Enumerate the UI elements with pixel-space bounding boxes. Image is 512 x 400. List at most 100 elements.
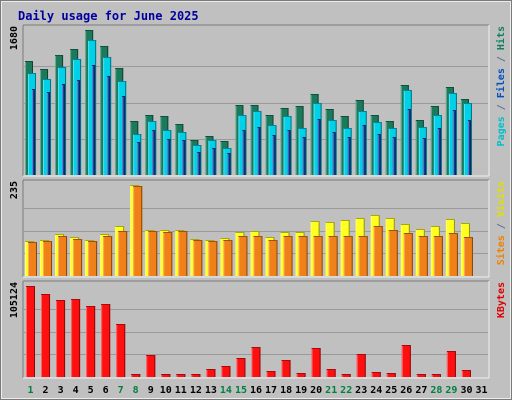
x-tick-label-day-27: 27: [415, 385, 427, 396]
bar-sites-day-17: [268, 240, 278, 276]
bar-kbytes-day-22: [341, 374, 351, 377]
legend-entry: Sites: [495, 235, 507, 265]
panel-hits-files-pages: 1680 Pages / Files / Hits: [9, 24, 507, 177]
bar-sites-day-20: [313, 236, 323, 276]
series-pages: [32, 65, 471, 175]
bar-kbytes-day-18: [281, 360, 291, 377]
bar-pages-day-3: [62, 84, 66, 175]
bar-pages-day-24: [377, 134, 381, 175]
legend-entry: Visits: [495, 181, 507, 217]
bar-sites-day-6: [103, 236, 113, 276]
bar-kbytes-day-7: [116, 324, 126, 377]
bar-sites-day-29: [448, 233, 458, 276]
x-tick-label-day-8: 8: [133, 385, 139, 396]
x-tick-label-day-4: 4: [73, 385, 79, 396]
bar-sites-day-30: [463, 237, 473, 276]
bar-sites-day-13: [208, 241, 218, 276]
panel-visits-sites: 235 Sites / Visits: [9, 179, 507, 278]
bar-pages-day-12: [197, 152, 201, 175]
x-axis-labels: 1 2 3 4 5 6 7 8 9 10 11 12 13 14 15 16 17 18 19 20 21 22 23 24 2…: [27, 385, 487, 396]
x-tick-label-day-20: 20: [310, 385, 322, 396]
x-tick-label-day-31: 31: [475, 385, 487, 396]
bar-kbytes-day-2: [41, 294, 51, 377]
series-sites: [28, 186, 473, 276]
bar-kbytes-day-21: [326, 369, 336, 377]
panel-legend: Pages / Files / Hits: [495, 26, 507, 146]
bar-sites-day-2: [43, 241, 53, 276]
chart-panels: 1680 Pages / Files / Hits 235 Sites / Visit…: [9, 24, 507, 379]
bar-pages-day-2: [47, 92, 51, 175]
bar-sites-day-15: [238, 236, 248, 276]
x-tick-label-day-14: 14: [220, 385, 232, 396]
legend-entry: Hits: [495, 26, 507, 50]
bar-kbytes-day-29: [446, 351, 456, 377]
series-kbytes: [26, 286, 471, 377]
legend-entry: /: [496, 217, 507, 235]
bar-pages-day-18: [287, 130, 291, 175]
x-tick-label-day-28: 28: [430, 385, 442, 396]
bar-sites-day-8: [133, 186, 143, 276]
bar-kbytes-day-20: [311, 348, 321, 377]
bar-kbytes-day-11: [176, 374, 186, 377]
bar-kbytes-day-25: [386, 373, 396, 377]
bar-pages-day-4: [77, 80, 81, 175]
x-tick-label-day-11: 11: [175, 385, 187, 396]
bar-pages-day-6: [107, 76, 111, 175]
bar-sites-day-25: [388, 230, 398, 276]
bar-kbytes-day-17: [266, 371, 276, 377]
bar-sites-day-11: [178, 231, 188, 276]
bar-sites-day-23: [358, 236, 368, 276]
bar-pages-day-26: [407, 109, 411, 175]
y-axis-max-label: 1680: [9, 26, 20, 50]
panel-legend: Sites / Visits: [495, 181, 507, 265]
bar-pages-day-19: [302, 137, 306, 175]
bar-kbytes-day-30: [461, 370, 471, 377]
bar-kbytes-day-1: [26, 286, 35, 377]
bar-kbytes-day-9: [146, 355, 156, 377]
bar-sites-day-27: [418, 236, 428, 276]
legend-entry: Pages: [496, 116, 507, 146]
x-tick-label-day-23: 23: [355, 385, 367, 396]
bar-sites-day-19: [298, 236, 308, 276]
bar-pages-day-7: [122, 96, 126, 175]
bar-sites-day-26: [403, 233, 413, 276]
bar-kbytes-day-26: [401, 345, 411, 377]
bar-sites-day-12: [193, 240, 203, 276]
chart-title: Daily usage for June 2025: [18, 9, 199, 23]
bar-sites-day-7: [118, 231, 128, 276]
x-tick-label-day-15: 15: [235, 385, 247, 396]
bar-pages-day-17: [272, 135, 276, 175]
bar-pages-day-14: [227, 153, 231, 175]
x-tick-label-day-26: 26: [400, 385, 412, 396]
bar-pages-day-5: [92, 65, 96, 175]
bar-kbytes-day-15: [236, 358, 246, 377]
bar-pages-day-15: [242, 130, 246, 175]
bar-pages-day-13: [212, 148, 216, 175]
bar-pages-day-27: [422, 138, 426, 175]
bar-kbytes-day-28: [431, 374, 441, 377]
x-tick-label-day-9: 9: [148, 385, 154, 396]
bar-kbytes-day-23: [356, 354, 366, 377]
x-tick-label-day-21: 21: [325, 385, 337, 396]
x-tick-label-day-17: 17: [265, 385, 277, 396]
y-axis-max-label: 105124: [9, 282, 20, 318]
x-tick-label-day-29: 29: [445, 385, 457, 396]
bar-kbytes-day-27: [416, 374, 426, 377]
bar-pages-day-20: [317, 119, 321, 175]
bar-kbytes-day-12: [191, 374, 201, 377]
bar-pages-day-1: [32, 89, 35, 175]
bar-sites-day-3: [58, 236, 68, 276]
bar-sites-day-16: [253, 236, 263, 276]
bar-pages-day-9: [152, 130, 156, 175]
legend-entry: /: [496, 98, 507, 116]
bar-sites-day-24: [373, 226, 383, 276]
bar-sites-day-28: [433, 236, 443, 276]
x-tick-label-day-18: 18: [280, 385, 292, 396]
bar-kbytes-day-4: [71, 299, 81, 377]
bar-kbytes-day-16: [251, 347, 261, 377]
legend-entry: /: [496, 50, 507, 68]
x-tick-label-day-24: 24: [370, 385, 382, 396]
x-tick-label-day-19: 19: [295, 385, 307, 396]
